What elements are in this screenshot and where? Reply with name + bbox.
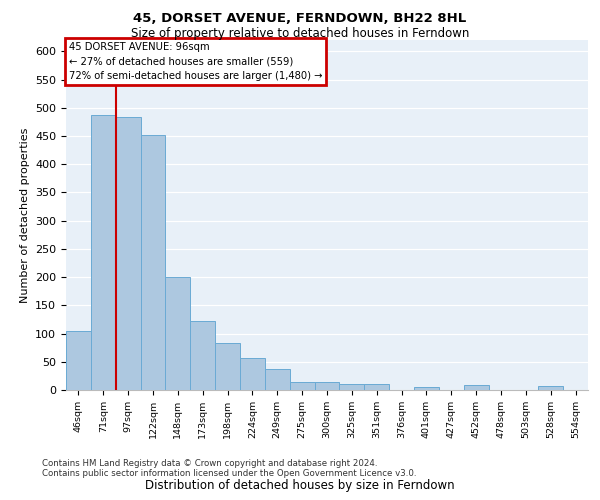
Text: Distribution of detached houses by size in Ferndown: Distribution of detached houses by size … [145,480,455,492]
Bar [290,382,314,390]
Bar [66,330,91,390]
Bar [240,358,265,390]
Bar [414,387,439,390]
Bar [190,320,215,390]
Bar [464,386,488,390]
Bar [215,343,240,390]
Bar [364,384,389,390]
Bar [166,276,190,390]
Bar [265,368,290,390]
Bar [340,384,364,390]
Text: Contains HM Land Registry data © Crown copyright and database right 2024.: Contains HM Land Registry data © Crown c… [42,458,377,468]
Bar [314,382,340,390]
Text: Contains public sector information licensed under the Open Government Licence v3: Contains public sector information licen… [42,468,416,477]
Y-axis label: Number of detached properties: Number of detached properties [20,128,29,302]
Text: 45 DORSET AVENUE: 96sqm
← 27% of detached houses are smaller (559)
72% of semi-d: 45 DORSET AVENUE: 96sqm ← 27% of detache… [68,42,322,82]
Bar [91,115,116,390]
Text: 45, DORSET AVENUE, FERNDOWN, BH22 8HL: 45, DORSET AVENUE, FERNDOWN, BH22 8HL [133,12,467,26]
Text: Size of property relative to detached houses in Ferndown: Size of property relative to detached ho… [131,28,469,40]
Bar [116,118,140,390]
Bar [538,386,563,390]
Bar [140,136,166,390]
